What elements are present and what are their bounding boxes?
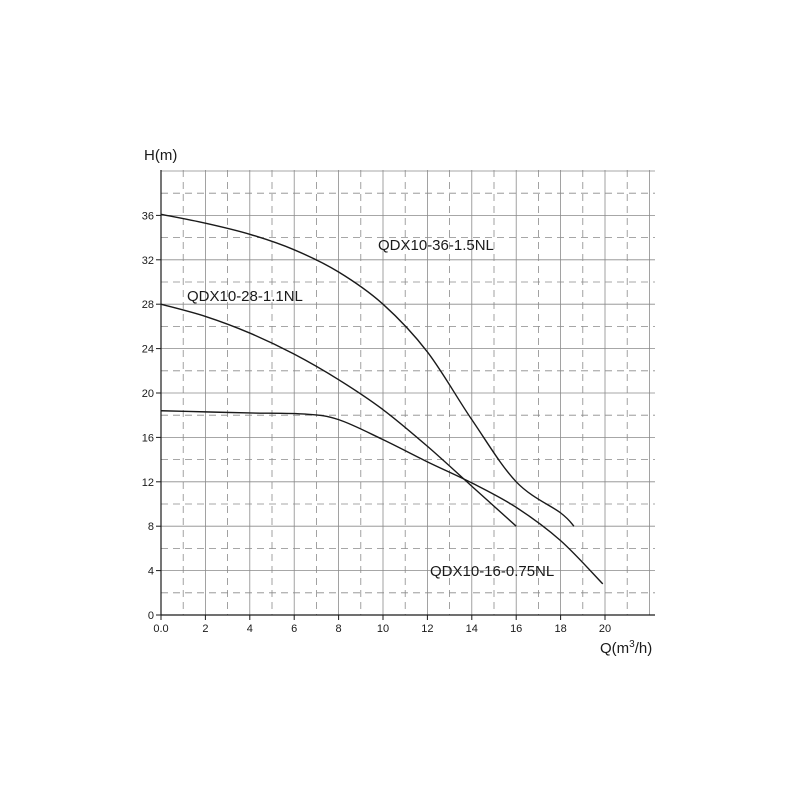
- y-tick-label: 28: [142, 299, 154, 311]
- x-tick-label: 18: [554, 623, 566, 635]
- x-axis-title-end: /h): [635, 640, 653, 657]
- x-tick-label: 0.0: [153, 623, 168, 635]
- y-tick-label: 36: [142, 210, 154, 222]
- x-tick-label: 8: [336, 623, 342, 635]
- series-label-qdx10-36: QDX10-36-1.5NL: [378, 237, 494, 254]
- y-tick-labels: 0 4 8 12 16 20 24 28 32 36: [142, 210, 161, 622]
- x-tick-label: 6: [291, 623, 297, 635]
- series-label-qdx10-28: QDX10-28-1.1NL: [187, 288, 303, 305]
- x-tick-label: 4: [247, 623, 253, 635]
- grid-lines: [161, 170, 655, 615]
- x-tick-label: 2: [202, 623, 208, 635]
- series-label-qdx10-16: QDX10-16-0.75NL: [430, 563, 554, 580]
- x-tick-label: 14: [466, 623, 478, 635]
- y-tick-label: 20: [142, 388, 154, 400]
- x-tick-label: 20: [599, 623, 611, 635]
- x-tick-label: 10: [377, 623, 389, 635]
- y-tick-label: 16: [142, 432, 154, 444]
- x-axis-title-superscript: 3: [629, 639, 635, 650]
- y-axis-title: H(m): [144, 147, 177, 164]
- y-tick-label: 24: [142, 344, 154, 356]
- series-line-3: [160, 410, 604, 585]
- x-axis-title: Q(m3/h): [600, 639, 652, 657]
- y-tick-label: 4: [148, 566, 154, 578]
- y-tick-label: 32: [142, 255, 154, 267]
- series-curves: [160, 213, 604, 585]
- y-tick-label: 12: [142, 477, 154, 489]
- y-tick-label: 8: [148, 521, 154, 533]
- x-axis-title-main: Q(m: [600, 640, 629, 657]
- x-tick-label: 12: [421, 623, 433, 635]
- x-tick-label: 16: [510, 623, 522, 635]
- x-tick-labels: 0.0 2 4 6 8 10 12 14 16 18 20: [153, 615, 611, 635]
- series-line-1: [160, 213, 575, 527]
- series-line-2: [160, 303, 517, 527]
- y-tick-label: 0: [148, 610, 154, 622]
